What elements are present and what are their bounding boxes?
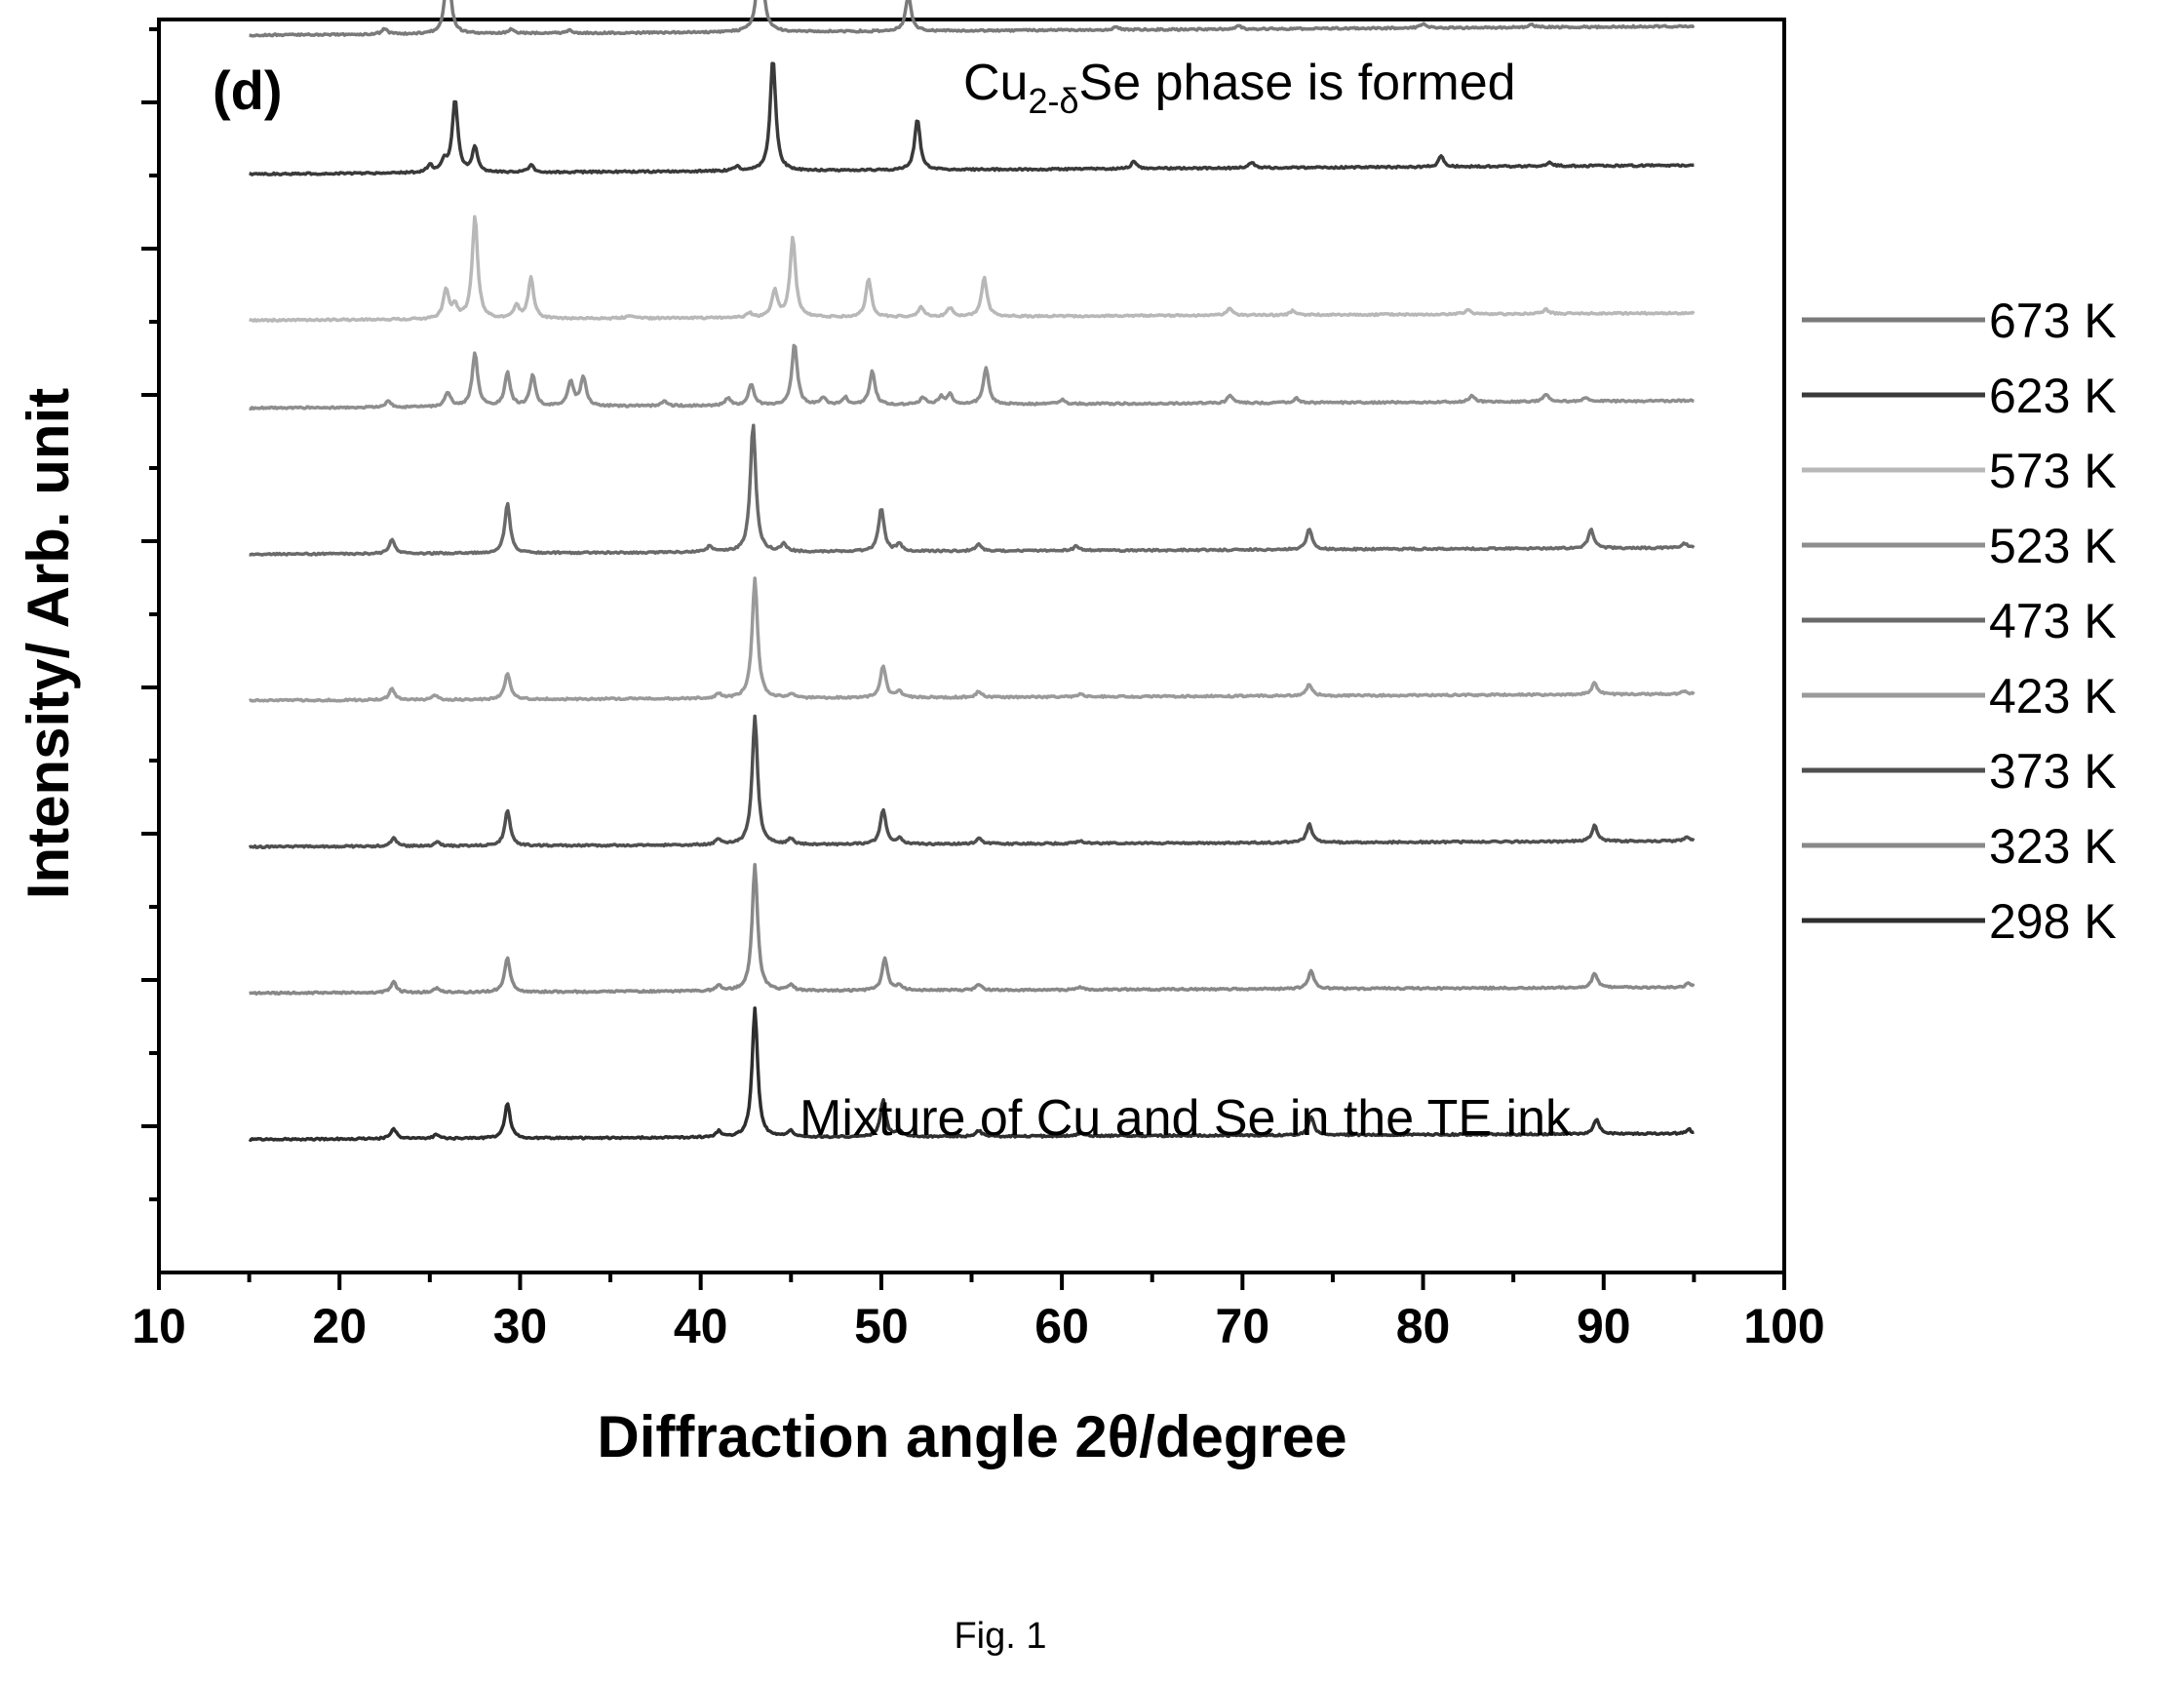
series-line-323-K: [249, 862, 1696, 997]
figure-caption: Fig. 1: [954, 1616, 1046, 1657]
series-line-373-K: [248, 714, 1696, 850]
x-tick-label: 10: [132, 1299, 186, 1353]
annotation-top-subscript: 2-δ: [1028, 81, 1078, 121]
x-axis-title: Diffraction angle 2θ/degree: [597, 1404, 1346, 1469]
x-tick-label: 50: [854, 1299, 909, 1353]
series-line-473-K: [249, 423, 1696, 557]
y-axis-title: Intensity/ Arb. unit: [16, 388, 81, 899]
x-tick-label: 20: [312, 1299, 367, 1353]
annotation-bottom: Mixture of Cu and Se in the TE ink: [800, 1090, 1572, 1147]
x-tick-label: 90: [1577, 1299, 1631, 1353]
legend: 673 K 623 K 573 K 523 K 473 K 423 K 373 K 323 K…: [1802, 294, 2117, 949]
legend-label: 573 K: [1989, 444, 2117, 498]
legend-label: 673 K: [1989, 294, 2117, 348]
y-axis: [141, 27, 159, 1201]
series-line-423-K: [249, 576, 1696, 703]
annotation-top-prefix: Cu: [963, 55, 1028, 111]
series-line-623-K: [249, 61, 1695, 176]
plot-border: [157, 18, 1786, 1274]
x-tick-label: 40: [674, 1299, 728, 1353]
series-line-523-K: [249, 343, 1695, 411]
annotation-top-suffix: Se phase is formed: [1079, 55, 1516, 111]
series-line-673-K: [249, 0, 1696, 38]
series-line-298-K: [248, 1006, 1695, 1143]
series-lines: [248, 0, 1696, 1143]
legend-label: 523 K: [1989, 519, 2117, 573]
x-tick-label: 30: [493, 1299, 548, 1353]
x-tick-label: 60: [1034, 1299, 1089, 1353]
legend-label: 373 K: [1989, 744, 2117, 799]
legend-label: 323 K: [1989, 819, 2117, 874]
legend-label: 623 K: [1989, 369, 2117, 423]
x-tick-label: 70: [1216, 1299, 1270, 1353]
legend-label: 298 K: [1989, 894, 2117, 949]
series-line-573-K: [249, 215, 1696, 323]
legend-label: 423 K: [1989, 669, 2117, 724]
x-tick-label: 80: [1396, 1299, 1451, 1353]
panel-label: (d): [213, 59, 283, 121]
plot-frame: [157, 18, 1786, 1274]
annotation-top: Cu2-δSe phase is formed: [963, 55, 1516, 121]
x-tick-label: 100: [1743, 1299, 1824, 1353]
x-axis: 10 20 30 40 50 60 70 80 90 100: [132, 1272, 1825, 1353]
legend-label: 473 K: [1989, 594, 2117, 648]
